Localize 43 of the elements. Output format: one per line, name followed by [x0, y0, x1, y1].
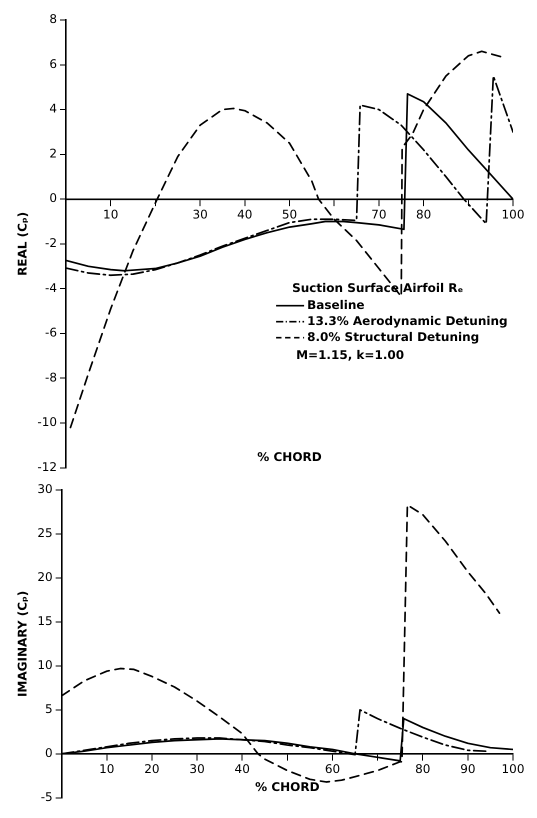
y-tick-label: 0: [49, 191, 57, 206]
y-tick-label: -8: [45, 370, 57, 384]
y-tick-label: 25: [37, 526, 53, 540]
x-tick-label: 50: [282, 207, 298, 222]
y-tick-label: -4: [45, 280, 57, 295]
y-tick-label: 4: [49, 102, 57, 116]
annotation: M=1.15, k=1.00: [296, 348, 404, 362]
y-tick-label: 8: [49, 12, 57, 26]
y-tick-label: 15: [37, 614, 53, 628]
y-tick-label: 10: [37, 658, 53, 672]
y-tick-label: -10: [37, 415, 57, 430]
x-axis-title: % CHORD: [255, 780, 320, 794]
x-tick-label: 40: [237, 207, 252, 222]
x-tick-label: 40: [234, 762, 250, 776]
y-tick-label: 6: [49, 56, 57, 71]
legend-label: 13.3% Aerodynamic Detuning: [307, 314, 508, 328]
y-tick-label: 20: [37, 570, 53, 584]
y-tick-label: -2: [45, 236, 57, 250]
y-tick-label: 0: [45, 746, 53, 760]
x-tick-label: 30: [192, 207, 208, 222]
y-axis-title: IMAGINARY (Cₚ): [15, 590, 30, 698]
y-tick-label: -5: [40, 790, 53, 804]
legend-title: Suction Surface Airfoil Rₑ: [292, 280, 464, 295]
legend-label: Baseline: [307, 298, 365, 312]
y-tick-label: 5: [45, 702, 53, 716]
y-axis-title: REAL (Cₚ): [15, 212, 30, 276]
x-tick-label: 10: [103, 207, 118, 222]
legend-label: 8.0% Structural Detuning: [307, 330, 480, 344]
y-tick-label: -6: [45, 326, 57, 340]
x-tick-label: 60: [324, 762, 340, 776]
x-tick-label: 20: [144, 762, 160, 776]
y-tick-label: 2: [49, 146, 57, 160]
x-tick-label: 80: [416, 207, 432, 222]
y-tick-label: -12: [37, 460, 57, 474]
x-tick-label: 100: [502, 207, 524, 222]
x-tick-label: 80: [415, 762, 430, 776]
x-tick-label: 70: [371, 207, 387, 222]
x-tick-label: 10: [99, 762, 114, 776]
x-tick-label: 100: [502, 762, 524, 776]
x-tick-label: 90: [460, 762, 476, 776]
x-axis-title: % CHORD: [257, 450, 322, 464]
y-tick-label: 30: [37, 482, 53, 496]
x-tick-label: 30: [189, 762, 205, 776]
